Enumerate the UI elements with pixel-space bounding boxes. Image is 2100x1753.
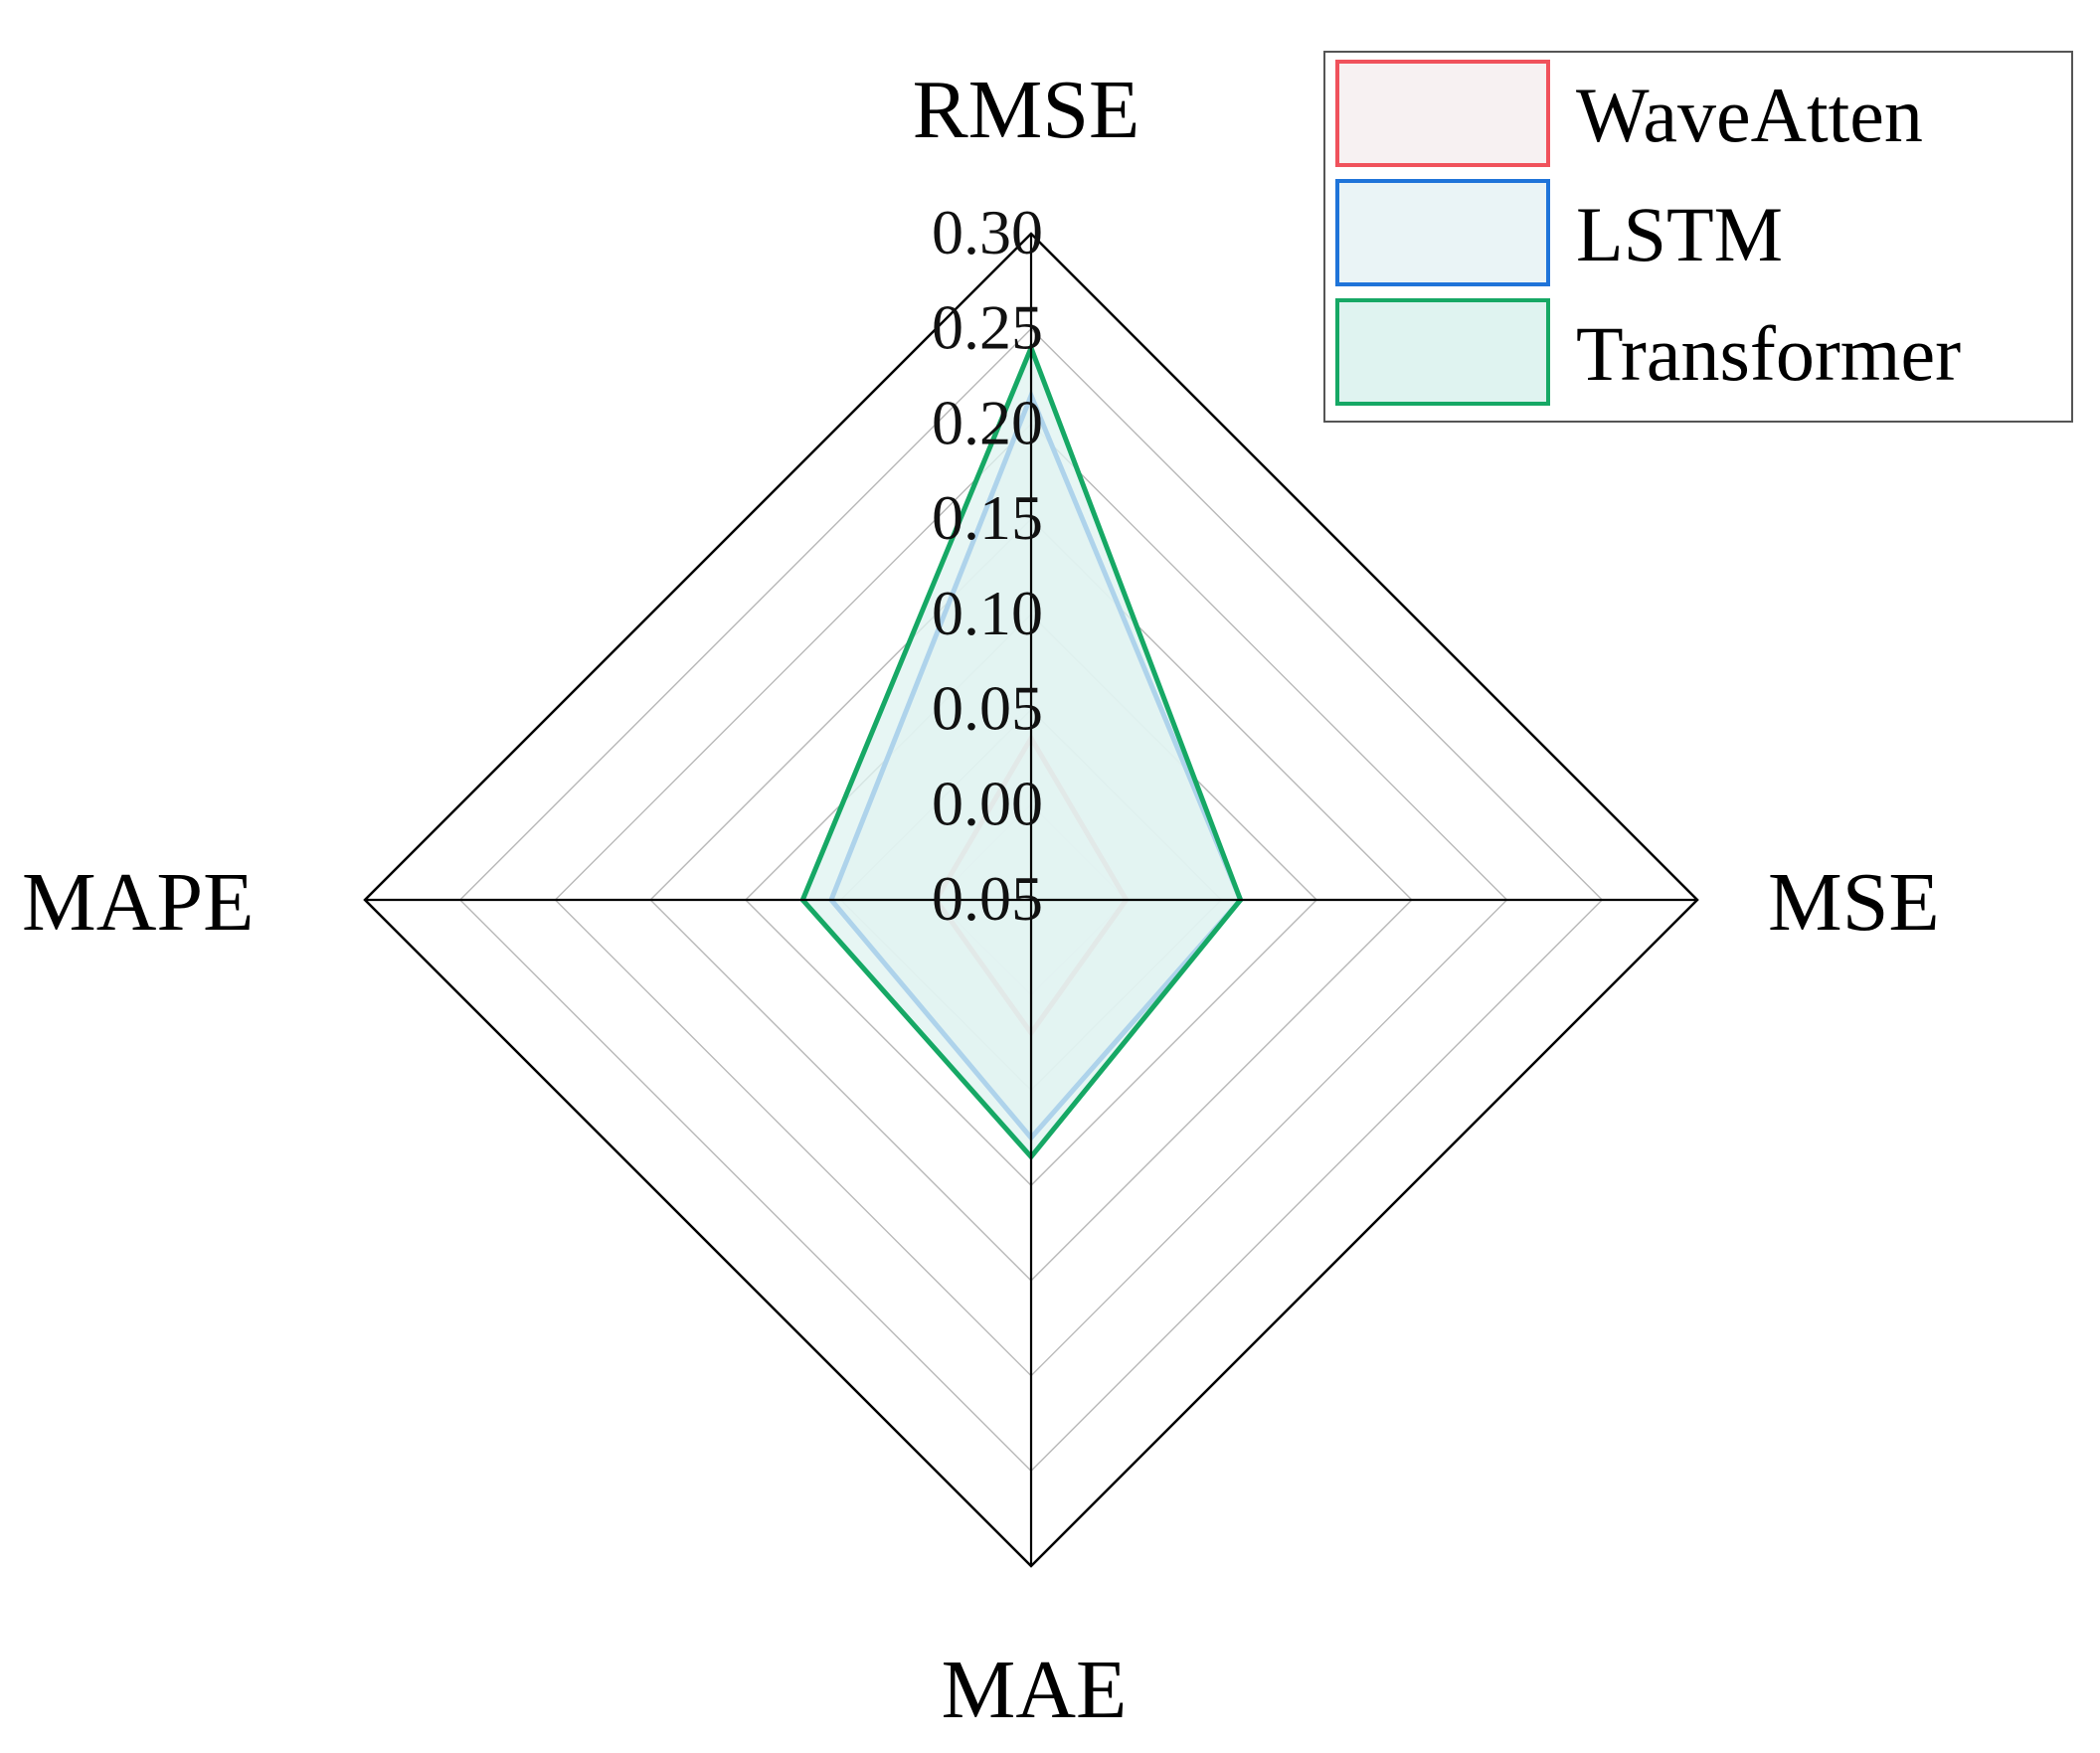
tick-label: 0.10: [932, 578, 1043, 648]
legend-label-transformer: Transformer: [1576, 310, 1961, 397]
legend: WaveAtten LSTM Transformer: [1324, 52, 2072, 422]
legend-swatch-waveatten: [1337, 62, 1548, 165]
legend-label-waveatten: WaveAtten: [1576, 72, 1923, 158]
axis-label-mape: MAPE: [22, 856, 254, 949]
tick-label: 0.25: [932, 292, 1043, 363]
tick-label: 0.30: [932, 197, 1043, 267]
series-layer: [802, 348, 1240, 1157]
tick-label: 0.05: [932, 863, 1043, 934]
axis-label-rmse: RMSE: [913, 64, 1140, 156]
axis-label-mae: MAE: [942, 1644, 1128, 1736]
legend-label-lstm: LSTM: [1576, 191, 1783, 277]
tick-label: 0.15: [932, 482, 1043, 553]
legend-swatch-transformer: [1337, 300, 1548, 404]
axis-label-mse: MSE: [1768, 856, 1940, 949]
tick-label: 0.00: [932, 768, 1043, 838]
tick-label: 0.20: [932, 387, 1043, 457]
tick-label: 0.05: [932, 673, 1043, 744]
legend-swatch-lstm: [1337, 181, 1548, 284]
series-transformer: [802, 348, 1240, 1157]
